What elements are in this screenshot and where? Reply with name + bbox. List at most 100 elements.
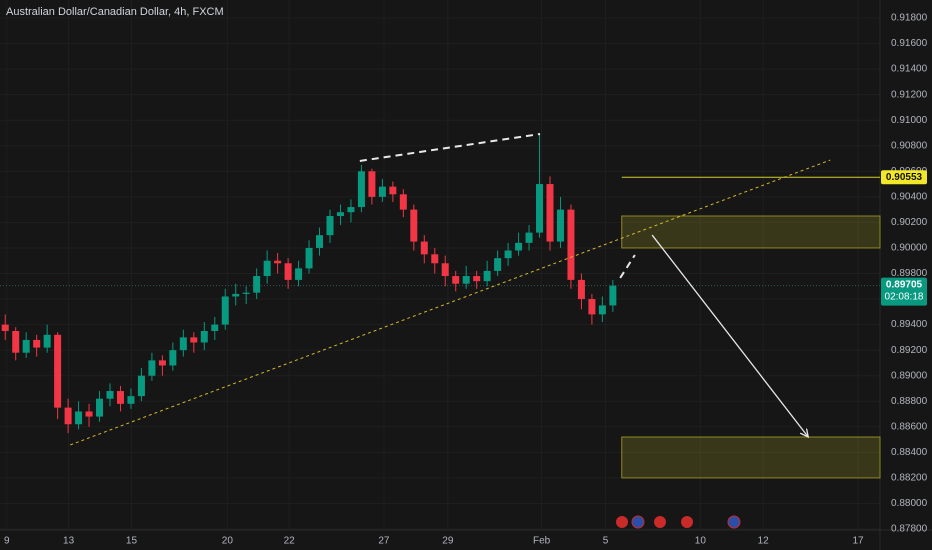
candle-body [179, 337, 187, 351]
candle-body [389, 186, 397, 195]
x-tick-label: 10 [695, 536, 707, 547]
y-tick-label: 0.89200 [891, 345, 928, 356]
x-tick-label: Feb [533, 536, 551, 547]
candle-body [127, 396, 135, 404]
candle-body [263, 260, 271, 277]
last-price-tag [881, 277, 927, 306]
candle-body [274, 260, 282, 264]
candle-body [221, 296, 229, 325]
event-flag [616, 516, 628, 528]
countdown: 02:08:18 [885, 291, 924, 302]
candle-body [483, 270, 491, 282]
y-tick-label: 0.90400 [891, 191, 928, 202]
candle-body [577, 279, 585, 300]
x-tick-label: 17 [852, 536, 864, 547]
y-tick-label: 0.89400 [891, 319, 928, 330]
last-price-label: 0.89705 [886, 279, 923, 290]
event-flag [727, 515, 741, 529]
candle-body [232, 293, 240, 297]
x-tick-label: 5 [603, 536, 609, 547]
candle-body [431, 254, 439, 264]
candle-body [316, 235, 324, 248]
candle-body [368, 171, 376, 197]
candle-body [441, 263, 449, 277]
y-tick-label: 0.91800 [891, 13, 928, 24]
drawing-line [651, 234, 808, 437]
candle-body [85, 411, 93, 417]
candle-body [253, 276, 261, 293]
y-tick-label: 0.91600 [891, 38, 928, 49]
candle-body [305, 247, 313, 269]
candle-body [462, 276, 470, 284]
event-flag [631, 515, 645, 529]
y-tick-label: 0.90200 [891, 217, 928, 228]
y-tick-label: 0.88800 [891, 396, 928, 407]
y-tick-label: 0.91200 [891, 89, 928, 100]
candle-body [64, 407, 72, 425]
candle-body [190, 337, 198, 343]
x-tick-label: 9 [4, 536, 10, 547]
candle-body [211, 324, 219, 331]
candle-body [399, 194, 407, 210]
grid [0, 0, 880, 530]
candle-body [567, 209, 575, 280]
candle-body [158, 360, 166, 366]
candle-body [242, 292, 250, 294]
y-tick-label: 0.91400 [891, 64, 928, 75]
candle-body [284, 263, 292, 280]
y-tick-label: 0.87800 [891, 524, 928, 535]
candle-body [116, 391, 124, 404]
candle-body [326, 216, 334, 236]
candle-body [22, 339, 30, 353]
marked-level-tag [881, 170, 927, 185]
x-tick-label: 12 [758, 536, 770, 547]
candle-body [378, 186, 386, 197]
candle-body [546, 184, 554, 242]
candle-body [75, 411, 83, 425]
drawing-line [359, 133, 541, 162]
drawing-line [619, 254, 636, 279]
candle-body [12, 330, 20, 353]
y-tick-label: 0.90000 [891, 243, 928, 254]
candle-body [54, 334, 62, 408]
x-tick-label: 27 [378, 536, 390, 547]
y-tick-label: 0.89000 [891, 370, 928, 381]
candle-body [106, 391, 114, 399]
candle-body [295, 268, 303, 280]
candle-body [169, 350, 177, 366]
y-tick-label: 0.91000 [891, 115, 928, 126]
y-tick-label: 0.90800 [891, 140, 928, 151]
candle-body [336, 212, 344, 217]
candle-body [452, 276, 460, 284]
candle-body [137, 375, 145, 397]
candle-body [609, 285, 617, 306]
marked-level-label: 0.90553 [886, 172, 923, 183]
zone [621, 436, 881, 479]
candle-body [33, 339, 41, 348]
candle-body [148, 360, 156, 376]
candle-body [96, 398, 104, 417]
chart-title: Australian Dollar/Canadian Dollar, 4h, F… [6, 6, 224, 18]
candle-body [504, 250, 512, 259]
y-tick-label: 0.88200 [891, 473, 928, 484]
candle-body [357, 171, 365, 208]
x-tick-label: 29 [442, 536, 454, 547]
y-tick-label: 0.88600 [891, 421, 928, 432]
x-tick-label: 13 [63, 536, 75, 547]
candle-body [494, 258, 502, 271]
candle-body [347, 207, 355, 213]
zone [621, 215, 881, 249]
candle-body [515, 242, 523, 251]
candle-body [536, 184, 544, 233]
candle-body [556, 209, 564, 242]
y-tick-label: 0.88000 [891, 498, 928, 509]
candle-body [473, 276, 481, 282]
y-tick-label: 0.89800 [891, 268, 928, 279]
candle-body [43, 334, 51, 348]
candle-body [598, 305, 606, 315]
x-tick-label: 22 [284, 536, 296, 547]
candle-body [420, 241, 428, 255]
x-tick-label: 20 [222, 536, 234, 547]
